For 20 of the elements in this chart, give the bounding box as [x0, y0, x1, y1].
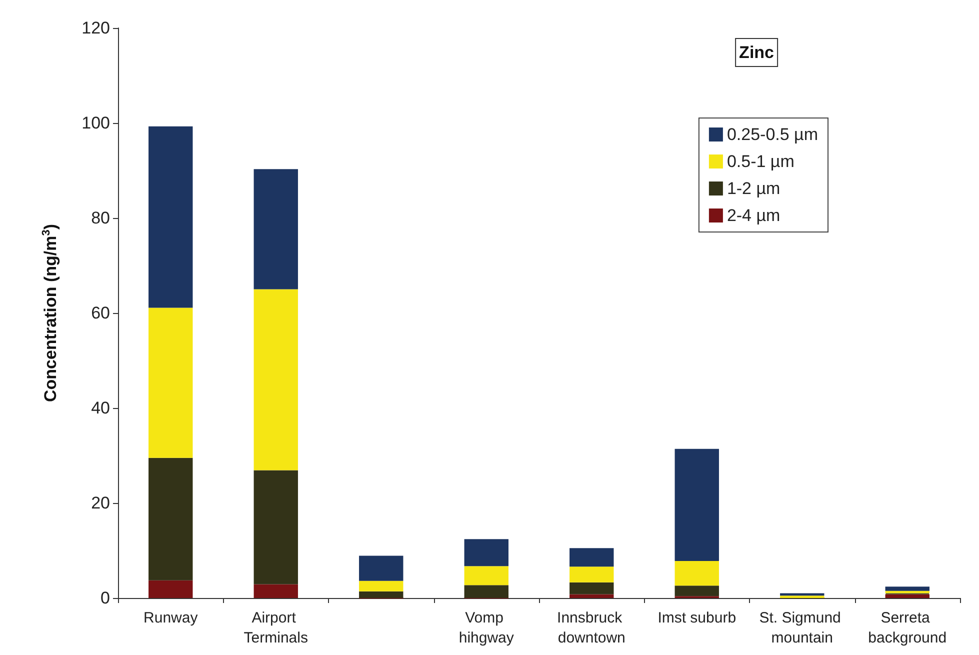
- x-tick-label: Serreta background: [868, 610, 947, 646]
- y-tick-label: 20: [91, 494, 110, 512]
- x-tick-label: St. Sigmund mountain: [759, 610, 846, 646]
- legend-label: 1-2 µm: [726, 179, 780, 198]
- legend-label: 0.5-1 µm: [726, 152, 794, 171]
- x-tick-label: Imst suburb: [658, 610, 736, 626]
- x-tick-label: Innsbruck downtown: [557, 610, 626, 646]
- legend-label: 2-4 µm: [726, 206, 780, 225]
- y-tick-label: 40: [91, 398, 110, 418]
- y-axis-title: Concentration (ng/m3): [40, 224, 60, 402]
- y-tick-label: 100: [82, 114, 110, 132]
- y-tick-label: 80: [91, 208, 110, 228]
- x-tick-label: Airport Terminals: [244, 610, 308, 646]
- x-tick-label: Runway: [144, 610, 198, 626]
- y-tick-label: 0: [100, 588, 110, 608]
- x-tick-label: Vomp hihgway: [458, 610, 514, 646]
- legend-label: 0.25-0.5 µm: [726, 125, 818, 144]
- y-tick-label: 120: [82, 18, 110, 38]
- text: Zinc: [739, 43, 774, 62]
- y-tick-label: 60: [91, 304, 110, 322]
